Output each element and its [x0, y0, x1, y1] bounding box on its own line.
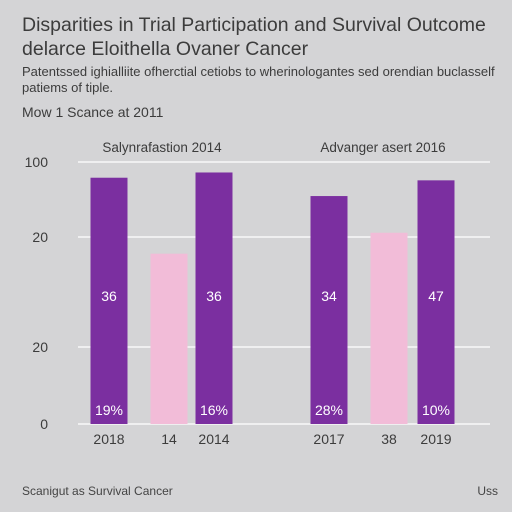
- bar: [310, 196, 348, 424]
- chart-note: Mow 1 Scance at 2011: [22, 104, 164, 120]
- bar-value-label: 47: [428, 288, 444, 304]
- bar: [150, 253, 188, 424]
- bar-percent-label: 10%: [422, 402, 450, 418]
- x-tick-label: 2014: [198, 431, 229, 447]
- bar-value-label: 36: [206, 288, 222, 304]
- y-tick-label: 100: [25, 154, 49, 170]
- bar-percent-label: 16%: [200, 402, 228, 418]
- bar-percent-label: 28%: [315, 402, 343, 418]
- footer-caption: Scanigut as Survival Cancer: [22, 484, 173, 498]
- group-label: Salynrafastion 2014: [102, 140, 222, 155]
- y-tick-label: 0: [40, 416, 48, 432]
- footer-right-label: Uss: [477, 484, 498, 498]
- x-tick-label: 2018: [93, 431, 124, 447]
- bar: [417, 180, 455, 424]
- bar-value-label: 36: [101, 288, 117, 304]
- bar: [90, 177, 128, 424]
- y-tick-label: 20: [32, 339, 48, 355]
- x-tick-label: 38: [381, 431, 397, 447]
- bar-value-label: 34: [321, 288, 337, 304]
- y-tick-label: 20: [32, 229, 48, 245]
- x-tick-label: 2017: [313, 431, 344, 447]
- bar: [370, 232, 408, 424]
- chart-subtitle: Patentssed ighialliite ofherctial cetiob…: [22, 64, 495, 95]
- bar-percent-label: 19%: [95, 402, 123, 418]
- group-label: Advanger asert 2016: [320, 140, 445, 155]
- chart-title: Disparities in Trial Participation and S…: [22, 14, 486, 60]
- x-tick-label: 14: [161, 431, 177, 447]
- x-tick-label: 2019: [420, 431, 451, 447]
- bar: [195, 172, 233, 424]
